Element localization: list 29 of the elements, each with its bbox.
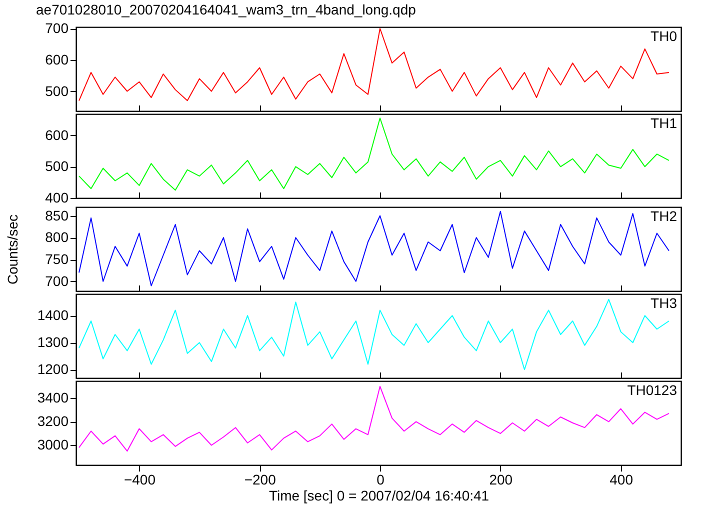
series-label: TH1	[650, 115, 678, 131]
series-label: TH0	[650, 28, 678, 44]
y-tick-label: 1200	[37, 361, 69, 378]
x-tick-label: 200	[489, 472, 513, 488]
y-tick-label: 750	[45, 251, 69, 267]
series-label: TH3	[650, 295, 678, 311]
y-tick-label: 600	[45, 51, 69, 68]
x-tick-label: −400	[124, 472, 156, 488]
y-tick-label: 500	[45, 82, 69, 99]
x-tick-label: −200	[244, 472, 276, 488]
x-axis-title: Time [sec] 0 = 2007/02/04 16:40:41	[268, 488, 490, 504]
y-tick-label: 800	[45, 229, 69, 246]
y-tick-label: 3200	[37, 413, 69, 430]
y-tick-label: 1300	[37, 334, 69, 350]
x-tick-label: 0	[376, 472, 385, 488]
y-tick-label: 850	[45, 207, 69, 224]
series-label: TH0123	[627, 382, 678, 398]
chart-title: ae701028010_20070204164041_wam3_trn_4band_long.qdp	[36, 2, 416, 18]
series-label: TH2	[650, 208, 678, 224]
y-tick-label: 700	[45, 20, 69, 36]
y-tick-label: 500	[45, 158, 69, 174]
y-tick-label: 700	[45, 272, 69, 289]
y-tick-label: 400	[45, 190, 69, 206]
y-tick-label: 600	[45, 126, 69, 143]
y-tick-label: 3400	[37, 390, 69, 406]
y-axis-title: Counts/sec	[4, 214, 20, 285]
y-tick-label: 1400	[37, 307, 69, 324]
y-tick-label: 3000	[37, 436, 69, 453]
x-tick-label: 400	[610, 472, 634, 488]
